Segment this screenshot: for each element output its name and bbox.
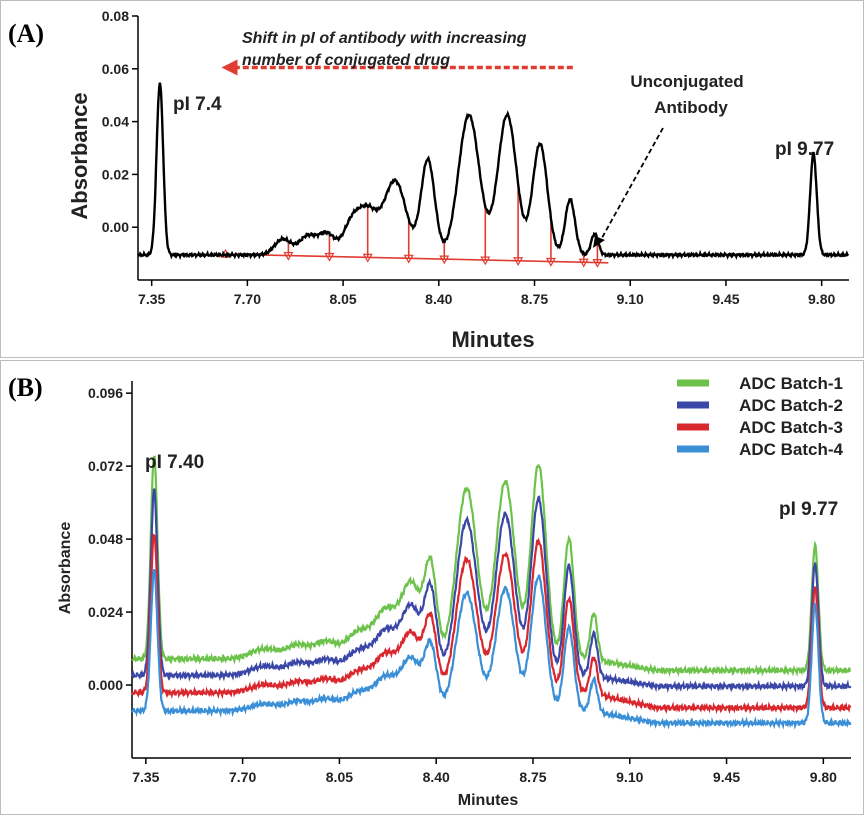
marker-point: [578, 258, 589, 268]
chart-b-y-tick-label: 0.024: [88, 604, 123, 620]
marker-point: [545, 257, 556, 267]
marker-point: [513, 257, 524, 266]
legend-label: ADC Batch-4: [739, 440, 843, 459]
marker-point: [439, 255, 450, 265]
chart-b-axes: [131, 381, 851, 759]
chart-a-x-tick-label: 9.45: [712, 291, 739, 307]
chart-b-pi-high-label: pI 9.77: [779, 499, 838, 520]
shift-arrow-head: [221, 59, 238, 76]
chart-a: 0.08 0.06 0.04 0.02 0.00 7.35 7.70 8.05 8.40 8.7…: [67, 8, 850, 352]
chart-a-x-label: Minutes: [451, 327, 534, 352]
chart-b-x-tick-label: 7.35: [132, 769, 159, 785]
chart-a-x-tick-label: 9.10: [617, 291, 644, 307]
chart-b-x-tick-label: 9.80: [810, 769, 837, 785]
chart-a-y-label: Absorbance: [67, 92, 92, 219]
chart-b-x-tick-label: 9.45: [713, 769, 740, 785]
chart-b-pi-low-label: pI 7.40: [145, 452, 204, 473]
chart-a-y-tick-label: 0.00: [102, 219, 129, 235]
panel-a: (A) 0.08 0.06 0.04 0.02 0.00 7.35 7.70 8.05 8.4…: [0, 0, 864, 358]
chart-b-series-4: [131, 568, 852, 730]
chart-b-x-label: Minutes: [458, 792, 519, 809]
marker-point: [403, 254, 414, 264]
panel-a-label: (A): [8, 19, 45, 48]
chart-a-y-tick-label: 0.08: [102, 8, 129, 24]
legend-label: ADC Batch-3: [739, 418, 843, 437]
chart-b-x-tick-label: 9.10: [616, 769, 643, 785]
legend-label: ADC Batch-2: [739, 396, 843, 415]
chart-a-x-tick-label: 8.05: [329, 291, 356, 307]
chart-a-y-tick-label: 0.04: [102, 114, 129, 130]
unconjugated-arrow-head: [593, 236, 605, 248]
shift-annotation-line1: Shift in pI of antibody with increasing: [242, 30, 527, 47]
unconjugated-arrow: [597, 127, 664, 246]
chart-b-x-tick-label: 8.40: [423, 769, 450, 785]
unconjugated-label-line1: Unconjugated: [630, 72, 743, 91]
chart-b-y-tick-label: 0.072: [88, 458, 123, 474]
pi-low-label: pI 7.4: [173, 94, 222, 115]
chart-b-x-tick-label: 8.75: [519, 769, 546, 785]
panel-b-label: (B): [8, 373, 43, 402]
marker-point: [324, 252, 335, 262]
chart-b-x-tick-label: 7.70: [229, 769, 256, 785]
chart-b-series-2: [131, 488, 852, 693]
chart-a-axes: [137, 16, 849, 281]
unconjugated-label-line2: Antibody: [654, 98, 728, 117]
chart-a-y-tick-label: 0.02: [102, 166, 129, 182]
chart-b-y-label: Absorbance: [57, 522, 74, 615]
chart-a-x-tick-label: 9.80: [808, 291, 835, 307]
chart-b-series-3: [130, 533, 852, 715]
chart-b-y-tick-label: 0.096: [88, 385, 123, 401]
chart-a-x-tick-label: 7.70: [234, 291, 261, 307]
chart-b-y-tick-label: 0.048: [88, 531, 123, 547]
legend-label: ADC Batch-1: [739, 374, 843, 393]
marker-point: [592, 258, 603, 268]
chart-a-y-tick-label: 0.06: [102, 61, 129, 77]
chart-b-x-tick-label: 8.05: [326, 769, 353, 785]
chart-a-x-tick-label: 7.35: [138, 291, 165, 307]
chart-b-series-1: [131, 455, 851, 677]
pi-high-label: pI 9.77: [775, 139, 834, 160]
chart-a-trace: [137, 82, 850, 261]
panel-b: (B) 0.096 0.072 0.048 0.024 0.000 7.35 7.70 8.…: [0, 360, 864, 815]
chart-b: 0.096 0.072 0.048 0.024 0.000 7.35 7.70 8.05 8.…: [57, 374, 852, 809]
chart-a-x-tick-label: 8.75: [521, 291, 548, 307]
marker-baseline: [225, 253, 609, 264]
chart-b-legend: ADC Batch-1 ADC Batch-2 ADC Batch-3 ADC Bat…: [677, 374, 844, 459]
shift-annotation-line2: number of conjugated drug: [242, 52, 450, 69]
marker-point: [362, 253, 373, 263]
marker-point: [283, 251, 294, 261]
chart-a-x-tick-label: 8.40: [425, 291, 452, 307]
marker-point: [480, 256, 491, 266]
chart-b-y-tick-label: 0.000: [88, 677, 123, 693]
